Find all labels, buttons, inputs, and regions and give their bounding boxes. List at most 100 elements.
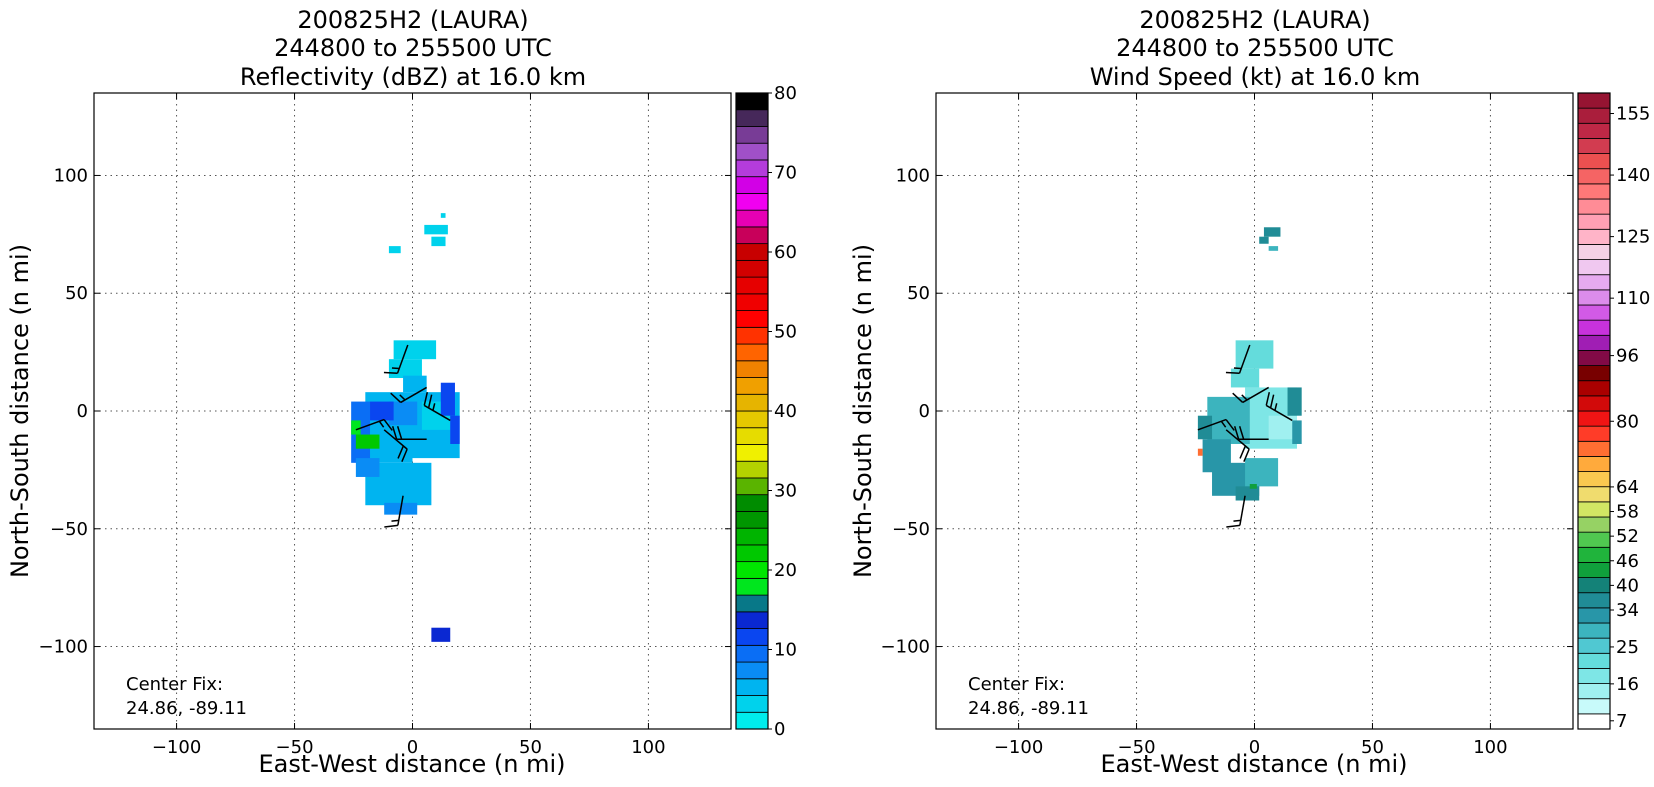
colorbar-tick-label: 10	[774, 640, 797, 661]
wind-barb	[1233, 426, 1269, 441]
colorbar-tick-label: 140	[1616, 165, 1650, 186]
y-tick-label: −100	[881, 637, 930, 658]
echo-cell	[388, 401, 418, 426]
wind-barb	[384, 495, 404, 528]
colorbar-segment	[1577, 713, 1611, 730]
colorbar-segment	[735, 644, 769, 663]
colorbar-segment	[735, 326, 769, 345]
reflectivity-panel: 200825H2 (LAURA) 244800 to 255500 UTC Re…	[6, 6, 797, 778]
x-tick-label: 50	[1361, 737, 1384, 758]
y-ticks: −100 −50 0 50 100	[39, 165, 731, 658]
y-tick-label: −50	[892, 519, 930, 540]
colorbar-segment	[1577, 501, 1611, 518]
echo-cell	[1245, 458, 1279, 487]
wind-barb	[355, 418, 393, 431]
echo-cell	[351, 420, 361, 435]
colorbar-tick-label: 125	[1616, 227, 1650, 248]
colorbar-tick-label: 25	[1616, 637, 1639, 658]
x-tick-label: 100	[1473, 737, 1507, 758]
wind-barb	[1232, 386, 1270, 404]
center-fix-label: Center Fix:	[968, 674, 1065, 695]
colorbar-segment	[1577, 410, 1611, 427]
colorbar-segment	[735, 193, 769, 211]
wind-barb	[1197, 418, 1235, 431]
title-line-3: Wind Speed (kt) at 16.0 km	[1090, 63, 1421, 91]
wind-barb	[383, 344, 409, 374]
colorbar-tick-label: 16	[1616, 674, 1639, 695]
colorbar-segment	[1577, 259, 1611, 276]
colorbar-segment	[1577, 213, 1611, 230]
colorbar-segment	[735, 594, 769, 613]
wind-barb	[1225, 344, 1251, 374]
colorbar-segment	[735, 310, 769, 328]
title-line-1: 200825H2 (LAURA)	[297, 6, 528, 34]
panel-title: 200825H2 (LAURA) 244800 to 255500 UTC Wi…	[1090, 6, 1421, 91]
colorbar-segment	[1577, 153, 1611, 170]
colorbar-tick-label: 110	[1616, 288, 1650, 309]
colorbar-segment	[735, 176, 769, 194]
colorbar-segment	[735, 661, 769, 680]
colorbar-segment	[735, 477, 769, 496]
colorbar-tick-label: 0	[774, 719, 785, 740]
wind-barb	[423, 391, 451, 422]
colorbar-segment	[1577, 198, 1611, 215]
colorbar-tick-label: 96	[1616, 346, 1639, 367]
colorbar-segment	[735, 360, 769, 378]
wind-barb	[383, 429, 408, 462]
y-tick-label: 0	[77, 401, 88, 422]
wind-speed-panel: 200825H2 (LAURA) 244800 to 255500 UTC Wi…	[849, 6, 1650, 778]
colorbar-segment	[1577, 168, 1611, 185]
colorbar-segment	[1577, 698, 1611, 715]
panel-title: 200825H2 (LAURA) 244800 to 255500 UTC Re…	[240, 6, 586, 91]
colorbar-segment	[1577, 592, 1611, 609]
wind-field	[1197, 227, 1302, 501]
colorbar-segment	[1577, 622, 1611, 639]
colorbar-segment	[1577, 652, 1611, 669]
x-tick-label: −50	[1118, 737, 1156, 758]
x-tick-label: 100	[631, 737, 665, 758]
echo-cell	[1263, 227, 1281, 237]
colorbar-segment	[1577, 289, 1611, 306]
colorbar-segment	[1577, 683, 1611, 700]
x-ticks: −100 −50 0 50 100	[152, 93, 666, 758]
colorbar-segment	[1577, 274, 1611, 291]
colorbar-tick-label: 52	[1616, 526, 1639, 547]
colorbar-segment	[1577, 607, 1611, 624]
colorbar-segment	[735, 577, 769, 596]
colorbar-segment	[1577, 350, 1611, 366]
colorbar-segment	[1577, 531, 1611, 548]
center-fix-coords: 24.86, -89.11	[968, 698, 1089, 719]
colorbar-segment	[735, 293, 769, 311]
echo-cell	[440, 382, 455, 416]
colorbar-segment	[1577, 486, 1611, 503]
colorbar-segment	[735, 276, 769, 295]
y-axis-label: North-South distance (n mi)	[6, 244, 34, 578]
colorbar-tick-label: 80	[774, 83, 797, 104]
colorbar-tick-label: 20	[774, 560, 797, 581]
echo-cell	[393, 340, 437, 360]
colorbar-tick-label: 34	[1616, 600, 1639, 621]
colorbar-frame	[1577, 92, 1611, 730]
y-tick-label: −100	[39, 637, 88, 658]
center-fix-label: Center Fix:	[126, 674, 223, 695]
colorbar-tick-label: 155	[1616, 104, 1650, 125]
colorbar-segment	[1577, 334, 1611, 351]
colorbar-segment	[735, 511, 769, 529]
title-line-3: Reflectivity (dBZ) at 16.0 km	[240, 63, 586, 91]
colorbar-segment	[735, 159, 769, 178]
colorbar-segment	[1577, 425, 1611, 442]
colorbar-segment	[735, 226, 769, 245]
y-tick-label: 100	[896, 165, 930, 186]
colorbar-segment	[735, 460, 769, 479]
y-tick-label: 50	[907, 283, 930, 304]
colorbar-tick-label: 64	[1616, 477, 1639, 498]
colorbar-segment	[1577, 319, 1611, 336]
colorbar-segment	[1577, 516, 1611, 533]
wind-barb	[1265, 391, 1293, 422]
x-tick-label: 0	[407, 737, 418, 758]
x-tick-label: 0	[1249, 737, 1260, 758]
colorbar-segment	[735, 410, 769, 429]
grid	[94, 93, 731, 729]
echo-cell	[403, 375, 427, 393]
colorbar-segment	[1577, 365, 1611, 382]
